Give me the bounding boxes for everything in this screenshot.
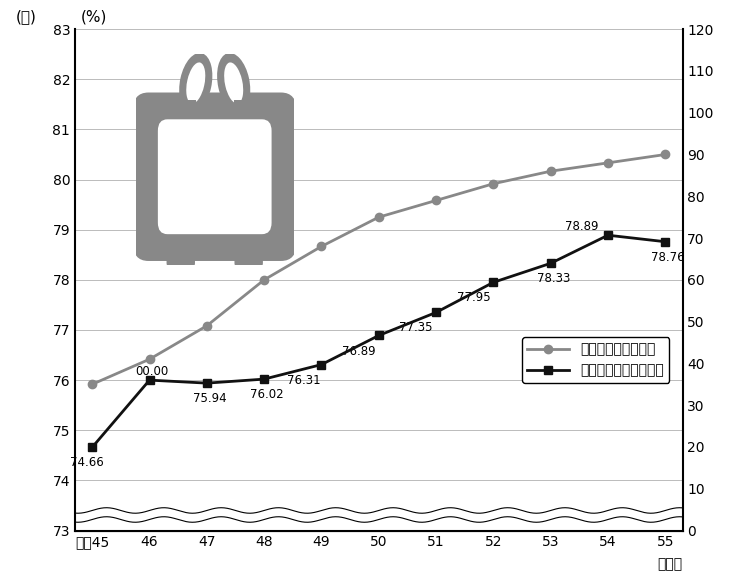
Text: 78.33: 78.33	[537, 272, 570, 285]
Text: 76.89: 76.89	[342, 345, 376, 357]
Text: 77.35: 77.35	[399, 321, 433, 335]
Text: 00.00: 00.00	[136, 365, 169, 378]
Text: (才): (才)	[16, 9, 37, 24]
Legend: カラーテレビ普及率, 日本人女性の平均对命: カラーテレビ普及率, 日本人女性の平均对命	[522, 337, 670, 383]
Text: 77.95: 77.95	[457, 292, 490, 304]
Text: (%): (%)	[81, 9, 107, 24]
Text: 76.31: 76.31	[287, 374, 321, 387]
Text: （年）: （年）	[657, 557, 682, 571]
Text: 75.94: 75.94	[193, 392, 226, 405]
Text: 74.66: 74.66	[70, 456, 104, 469]
Text: 78.89: 78.89	[566, 220, 599, 233]
Text: 78.76: 78.76	[651, 251, 685, 264]
Text: 76.02: 76.02	[251, 388, 284, 401]
